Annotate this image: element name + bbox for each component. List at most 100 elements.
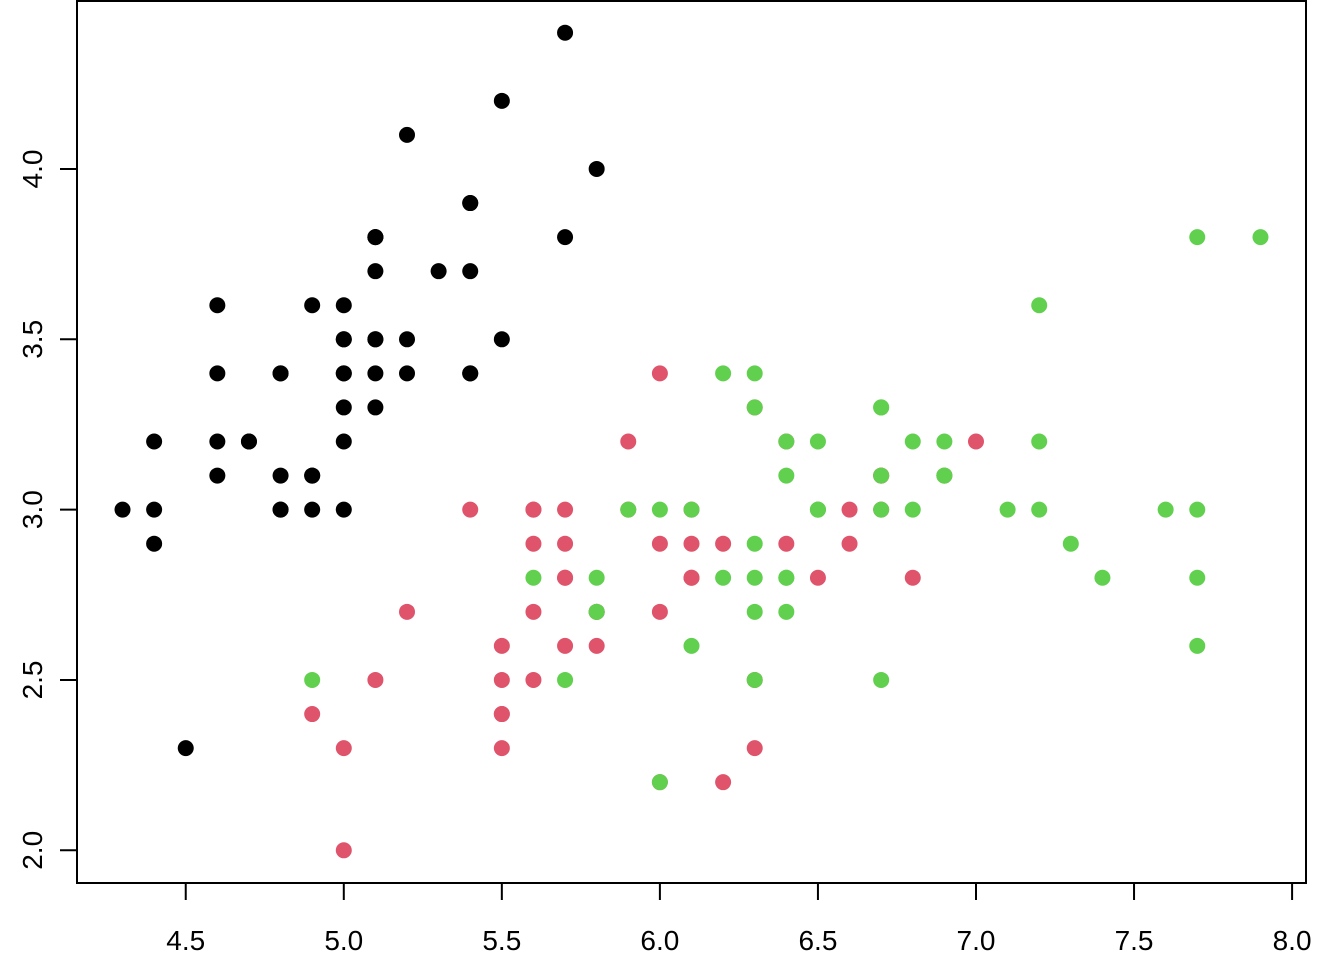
- point: [873, 467, 890, 484]
- point: [809, 569, 826, 586]
- point: [367, 365, 384, 382]
- point: [809, 433, 826, 450]
- point: [651, 535, 668, 552]
- point: [904, 569, 921, 586]
- x-tick-label: 5.0: [324, 925, 363, 956]
- point: [1189, 637, 1206, 654]
- point: [651, 774, 668, 791]
- point: [557, 24, 574, 41]
- point: [841, 535, 858, 552]
- point: [873, 399, 890, 416]
- point: [1189, 229, 1206, 246]
- point: [335, 433, 352, 450]
- point: [683, 637, 700, 654]
- point: [778, 467, 795, 484]
- point: [651, 603, 668, 620]
- point: [493, 740, 510, 757]
- point: [335, 740, 352, 757]
- point: [525, 501, 542, 518]
- point: [272, 365, 289, 382]
- point: [177, 740, 194, 757]
- point: [620, 433, 637, 450]
- point: [557, 229, 574, 246]
- point: [651, 365, 668, 382]
- point: [557, 637, 574, 654]
- point: [399, 331, 416, 348]
- point: [1031, 501, 1048, 518]
- point: [272, 467, 289, 484]
- point: [651, 501, 668, 518]
- point: [304, 706, 321, 723]
- point: [114, 501, 131, 518]
- point: [525, 569, 542, 586]
- point: [588, 603, 605, 620]
- point: [1157, 501, 1174, 518]
- point: [462, 501, 479, 518]
- x-tick-label: 7.0: [957, 925, 996, 956]
- point: [209, 365, 226, 382]
- point: [1189, 569, 1206, 586]
- point: [715, 774, 732, 791]
- point: [746, 603, 763, 620]
- point: [335, 399, 352, 416]
- y-tick-label: 2.5: [17, 660, 48, 699]
- point: [841, 501, 858, 518]
- point: [335, 501, 352, 518]
- point: [146, 433, 163, 450]
- x-tick-label: 6.5: [798, 925, 837, 956]
- point: [1062, 535, 1079, 552]
- point: [999, 501, 1016, 518]
- point: [557, 569, 574, 586]
- point: [557, 501, 574, 518]
- point: [304, 297, 321, 314]
- point: [462, 195, 479, 212]
- point: [240, 433, 257, 450]
- point: [493, 92, 510, 109]
- point: [557, 535, 574, 552]
- point: [715, 569, 732, 586]
- point: [335, 297, 352, 314]
- point: [904, 433, 921, 450]
- point: [430, 263, 447, 280]
- point: [967, 433, 984, 450]
- y-tick-label: 2.0: [17, 831, 48, 870]
- y-tick-label: 3.0: [17, 490, 48, 529]
- point: [525, 671, 542, 688]
- point: [335, 842, 352, 859]
- point: [809, 501, 826, 518]
- point: [367, 671, 384, 688]
- point: [746, 365, 763, 382]
- point: [209, 467, 226, 484]
- point: [588, 160, 605, 177]
- point: [462, 365, 479, 382]
- point: [335, 331, 352, 348]
- point: [936, 433, 953, 450]
- point: [620, 501, 637, 518]
- point: [746, 399, 763, 416]
- x-tick-label: 4.5: [166, 925, 205, 956]
- point: [399, 365, 416, 382]
- point: [399, 603, 416, 620]
- point: [746, 535, 763, 552]
- point: [588, 569, 605, 586]
- point: [746, 671, 763, 688]
- y-tick-label: 4.0: [17, 150, 48, 189]
- point: [462, 263, 479, 280]
- point: [525, 603, 542, 620]
- y-tick-label: 3.5: [17, 320, 48, 359]
- point: [904, 501, 921, 518]
- point: [715, 365, 732, 382]
- point: [367, 229, 384, 246]
- point: [493, 671, 510, 688]
- point: [683, 535, 700, 552]
- x-tick-label: 6.0: [640, 925, 679, 956]
- point: [715, 535, 732, 552]
- point: [873, 501, 890, 518]
- point: [304, 501, 321, 518]
- point: [367, 263, 384, 280]
- point: [367, 331, 384, 348]
- point: [493, 706, 510, 723]
- point: [525, 535, 542, 552]
